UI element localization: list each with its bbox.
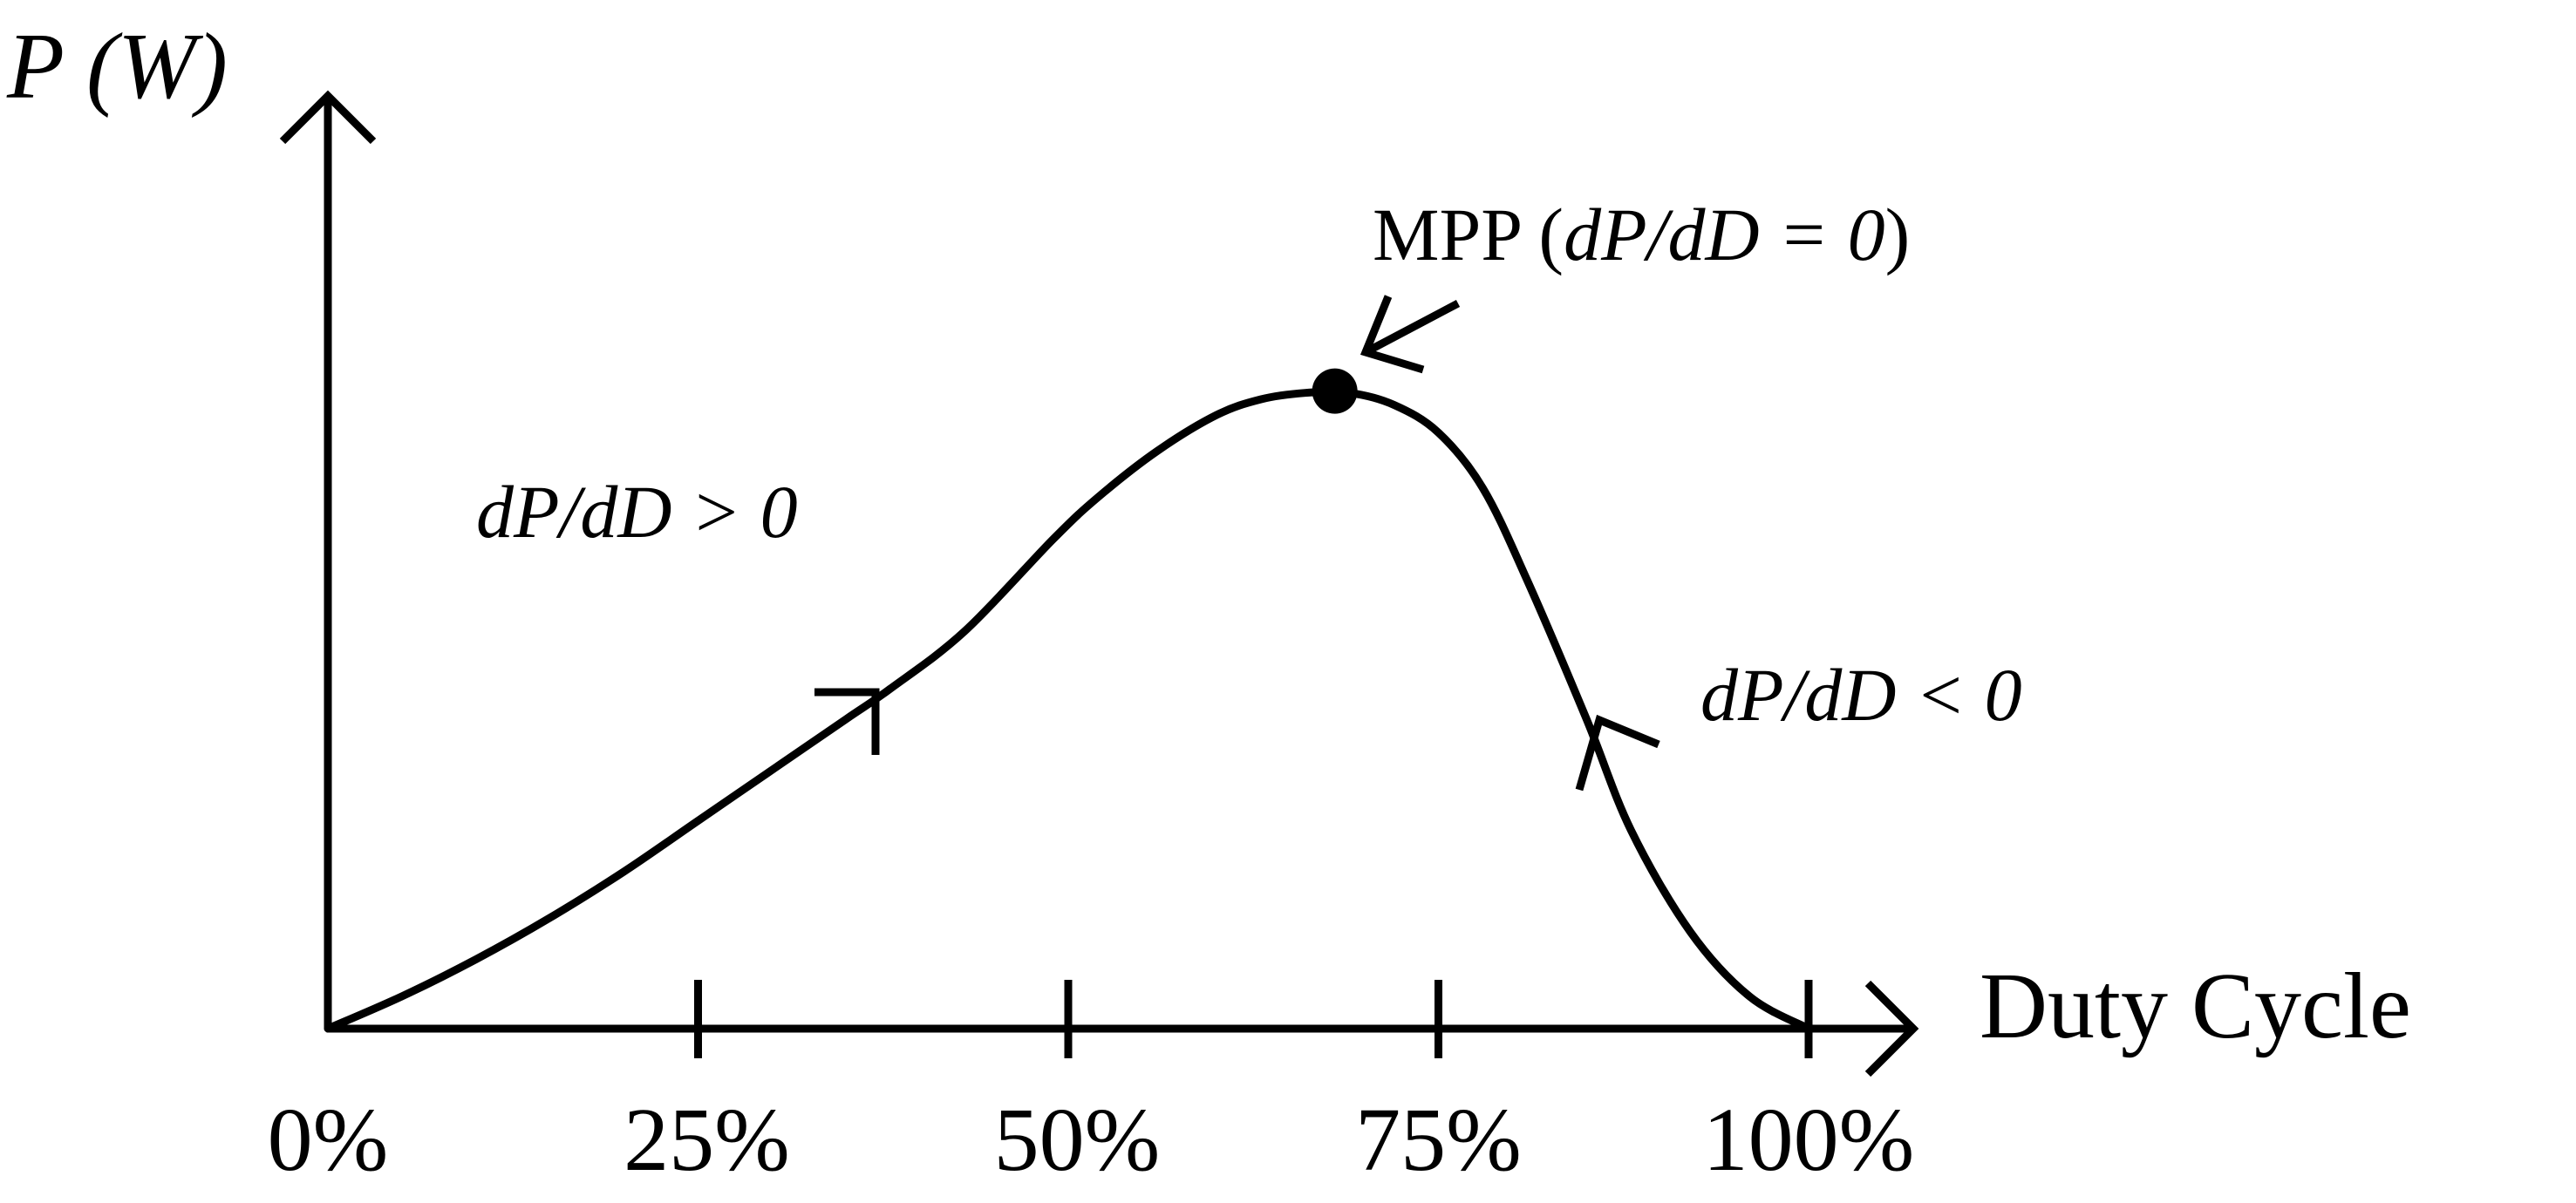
mpp-annotation-prefix: MPP ( bbox=[1373, 193, 1564, 276]
x-tick-label: 50% bbox=[994, 1090, 1161, 1190]
x-tick-label: 100% bbox=[1703, 1090, 1915, 1190]
power-curve-line bbox=[324, 387, 1813, 1033]
rising-slope-annotation: dP/dD > 0 bbox=[476, 470, 798, 554]
y-axis bbox=[279, 90, 377, 1029]
x-axis-arrowhead bbox=[1864, 980, 1919, 1077]
mpp-pointer-arrow bbox=[1360, 295, 1461, 374]
mpp-annotation-math: dP/dD = 0 bbox=[1564, 193, 1885, 276]
falling-slope-annotation: dP/dD < 0 bbox=[1700, 653, 2022, 737]
x-tick-label: 75% bbox=[1355, 1090, 1522, 1190]
x-axis bbox=[328, 980, 1919, 1077]
x-tick-label: 0% bbox=[268, 1090, 389, 1190]
falling-direction-arrow bbox=[1575, 714, 1660, 792]
mpp-annotation: MPP (dP/dD = 0) bbox=[1373, 193, 1910, 276]
y-axis-title: P (W) bbox=[6, 15, 228, 119]
x-axis-title: Duty Cycle bbox=[1980, 955, 2411, 1058]
mpp-marker bbox=[1312, 368, 1358, 414]
y-axis-arrowhead bbox=[279, 90, 377, 145]
x-tick-label: 25% bbox=[624, 1090, 790, 1190]
rising-direction-arrow bbox=[814, 688, 880, 755]
x-axis-tick-labels: 0% 25% 50% 75% 100% bbox=[268, 1090, 1915, 1190]
mpp-annotation-suffix: ) bbox=[1885, 193, 1911, 276]
x-axis-ticks bbox=[694, 980, 1813, 1058]
